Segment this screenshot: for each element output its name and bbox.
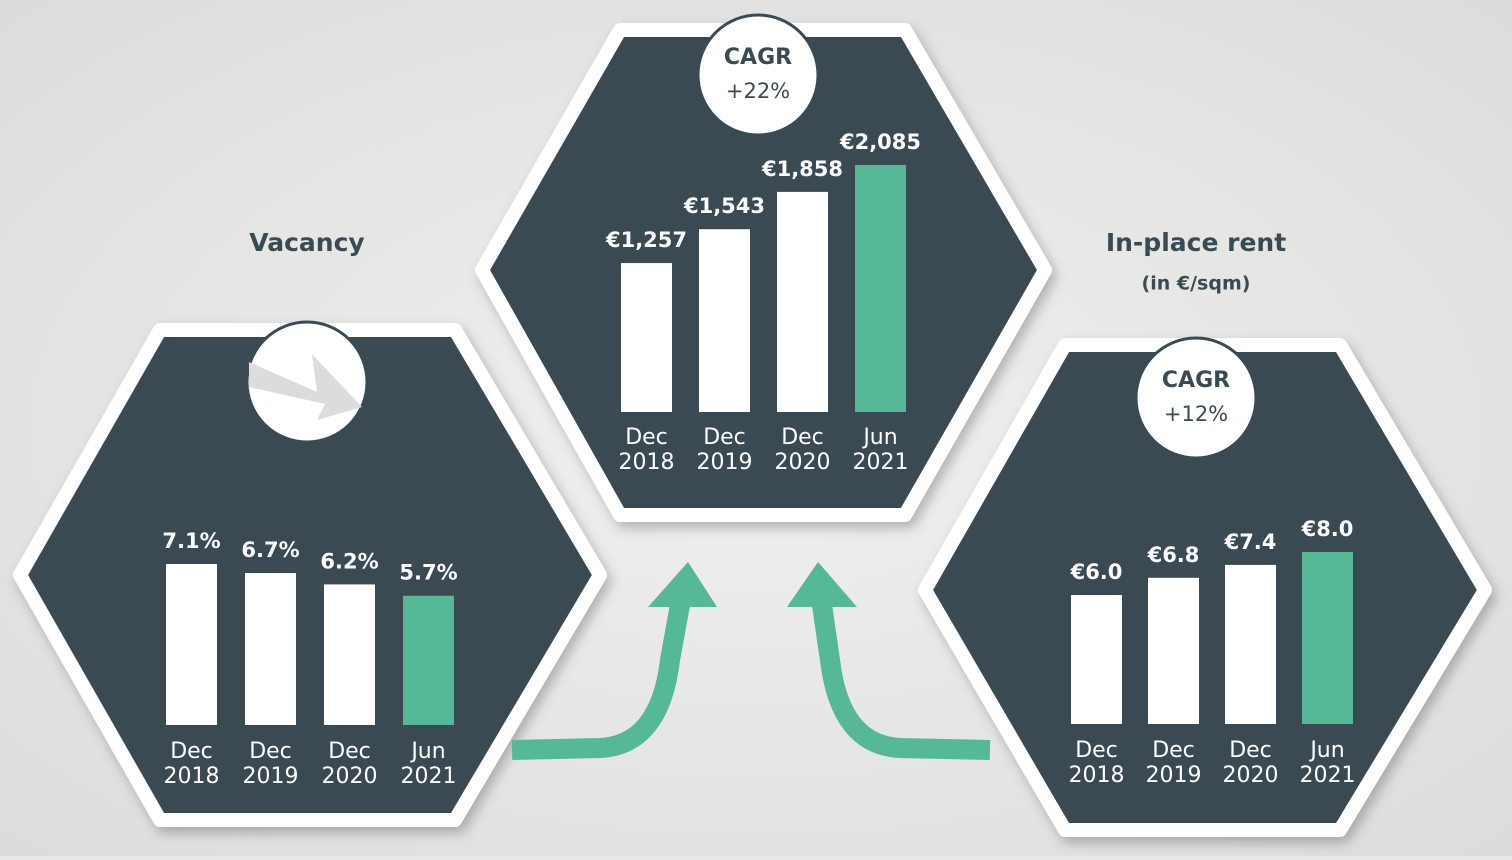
value-label: €1,543: [683, 194, 765, 218]
badge-text: +22%: [726, 79, 790, 103]
x-tick-label: Dec 2019: [697, 425, 753, 475]
bar: [855, 165, 906, 412]
x-tick-label: Dec 2020: [775, 425, 831, 475]
bar: [403, 595, 454, 725]
x-tick-label: Dec 2018: [619, 425, 675, 475]
value-label: 5.7%: [399, 561, 457, 585]
value-label: 6.7%: [241, 538, 299, 562]
x-tick-label: Dec 2019: [1146, 738, 1202, 788]
x-tick-label: Jun 2021: [1300, 738, 1356, 788]
arrow: [812, 603, 991, 760]
bar: [1225, 564, 1276, 724]
charts: Vacancy 7.1% Dec 2018 6.7% Dec 2019 6.2% Dec 2020…: [162, 13, 1356, 789]
badge-title: CAGR: [724, 45, 792, 70]
value-label: €1,257: [605, 228, 687, 252]
badge: [696, 13, 820, 137]
bar: [324, 584, 375, 725]
value-label: €6.8: [1147, 543, 1200, 567]
trend-arrow: [249, 354, 362, 420]
x-tick-label: Dec 2019: [243, 739, 299, 789]
chart-subtitle: (in €/sqm): [1142, 273, 1251, 295]
x-tick-label: Dec 2020: [1223, 738, 1279, 788]
chart-title: In-place rent: [1106, 228, 1286, 257]
x-tick-label: Dec 2020: [322, 739, 378, 789]
badge: [1134, 336, 1258, 460]
value-label: €1,858: [761, 157, 843, 181]
bar: [699, 229, 750, 412]
hexagon: [13, 323, 607, 827]
value-label: €2,085: [839, 130, 921, 154]
value-label: €6.0: [1070, 560, 1123, 584]
arrow: [511, 603, 690, 760]
chart-title: Vacancy: [249, 228, 364, 257]
bar: [245, 573, 296, 725]
bar: [621, 263, 672, 412]
value-label: €7.4: [1224, 530, 1277, 554]
value-label: €8.0: [1301, 517, 1354, 541]
bar: [1148, 577, 1199, 724]
x-tick-label: Jun 2021: [853, 425, 909, 475]
bar: [1071, 595, 1122, 724]
bar: [1302, 552, 1353, 724]
x-tick-label: Dec 2018: [164, 739, 220, 789]
x-tick-label: Jun 2021: [401, 739, 457, 789]
badge-text: +12%: [1164, 402, 1228, 426]
value-label: 7.1%: [162, 529, 220, 553]
arrow-head: [648, 562, 717, 607]
x-tick-label: Dec 2018: [1069, 738, 1125, 788]
bar: [166, 564, 217, 725]
bar: [777, 191, 828, 412]
value-label: 6.2%: [320, 549, 378, 573]
arrow-head: [787, 562, 857, 607]
badge-title: CAGR: [1162, 368, 1230, 393]
